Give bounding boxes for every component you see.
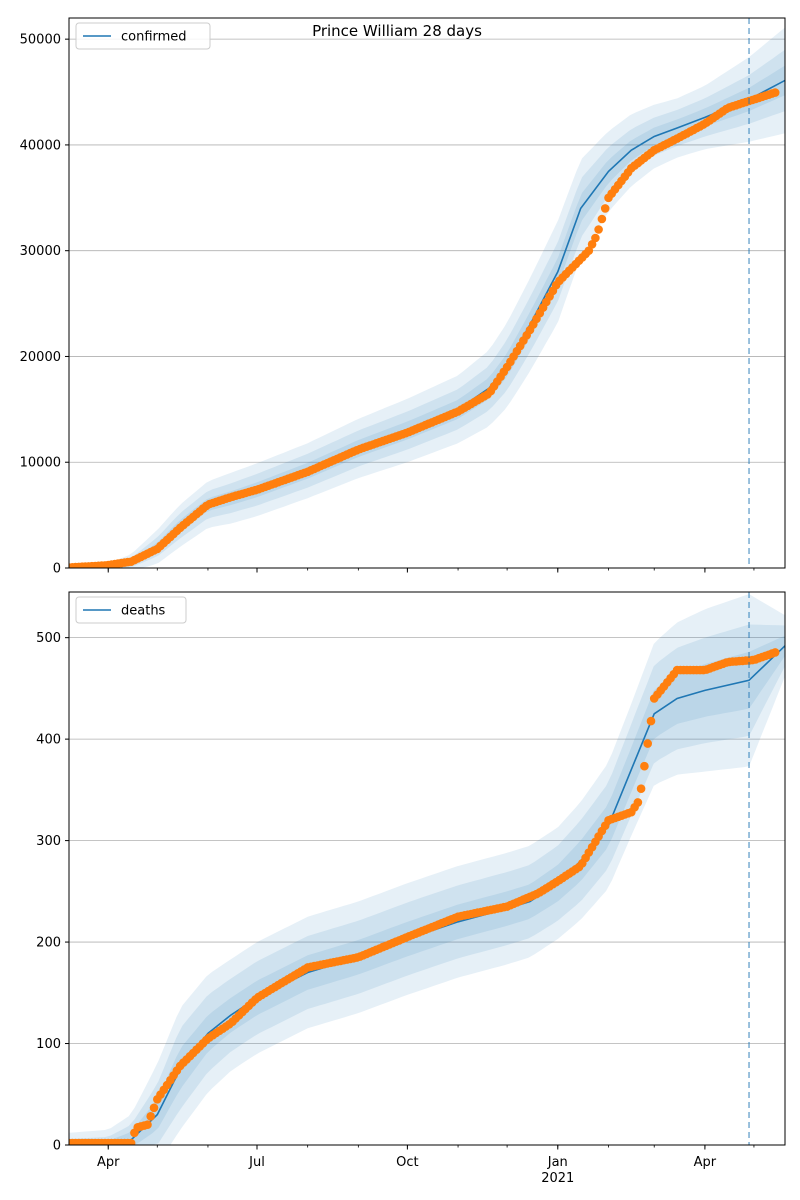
x-tick-label: Oct [396, 1155, 418, 1170]
data-point [770, 88, 780, 97]
y-tick-label: 30000 [20, 244, 61, 259]
legend: deaths [75, 596, 187, 624]
x-tick-label: Jul [248, 1155, 265, 1170]
legend-box [75, 22, 211, 50]
legend: confirmed [75, 22, 211, 50]
legend-box [75, 596, 187, 624]
data-point [770, 648, 780, 657]
data-point [636, 784, 646, 793]
series-line-deaths [69, 645, 785, 1145]
data-point [640, 761, 649, 771]
data-point [643, 739, 652, 748]
x-tick-label: Jan [547, 1155, 568, 1170]
chart-panel-0: 0 10000 20000 30000 40000 50000 confirmed Princ… [20, 17, 786, 577]
y-tick-label: 40000 [20, 138, 61, 153]
x-tick-label: Apr [97, 1155, 120, 1170]
data-point [646, 716, 656, 726]
data-point [126, 1138, 136, 1145]
data-point [143, 1120, 152, 1129]
plot-area [69, 594, 785, 1145]
y-tick-label: 100 [36, 1037, 61, 1052]
data-point [591, 233, 600, 243]
y-tick-label: 400 [36, 733, 61, 748]
y-tick-label: 0 [53, 562, 61, 577]
data-point [149, 1103, 159, 1113]
uncertainty-band-2 [69, 635, 785, 1145]
axes-frame [68, 17, 786, 569]
data-point [600, 204, 610, 213]
data-point [633, 798, 643, 807]
plot-area [69, 27, 785, 568]
y-tick-label: 20000 [20, 350, 61, 365]
data-point [597, 214, 607, 224]
y-tick-label: 0 [53, 1139, 61, 1154]
axes-frame [68, 591, 786, 1146]
uncertainty-band-1 [69, 624, 785, 1145]
x-tick-label: Apr [694, 1155, 717, 1170]
chart-title: Prince William 28 days [312, 22, 482, 40]
data-point [594, 225, 603, 234]
y-tick-label: 300 [36, 834, 61, 849]
y-tick-label: 10000 [20, 456, 61, 471]
uncertainty-band-1 [69, 49, 785, 568]
y-tick-label: 500 [36, 631, 61, 646]
y-tick-label: 200 [36, 936, 61, 951]
y-tick-label: 50000 [20, 33, 61, 48]
legend-label: confirmed [121, 30, 187, 45]
data-point [584, 246, 594, 255]
data-point [146, 1112, 155, 1121]
uncertainty-band-0 [69, 27, 785, 568]
legend-label: deaths [121, 604, 166, 619]
x-tick-sublabel: 2021 [541, 1171, 574, 1186]
data-point [587, 240, 597, 249]
